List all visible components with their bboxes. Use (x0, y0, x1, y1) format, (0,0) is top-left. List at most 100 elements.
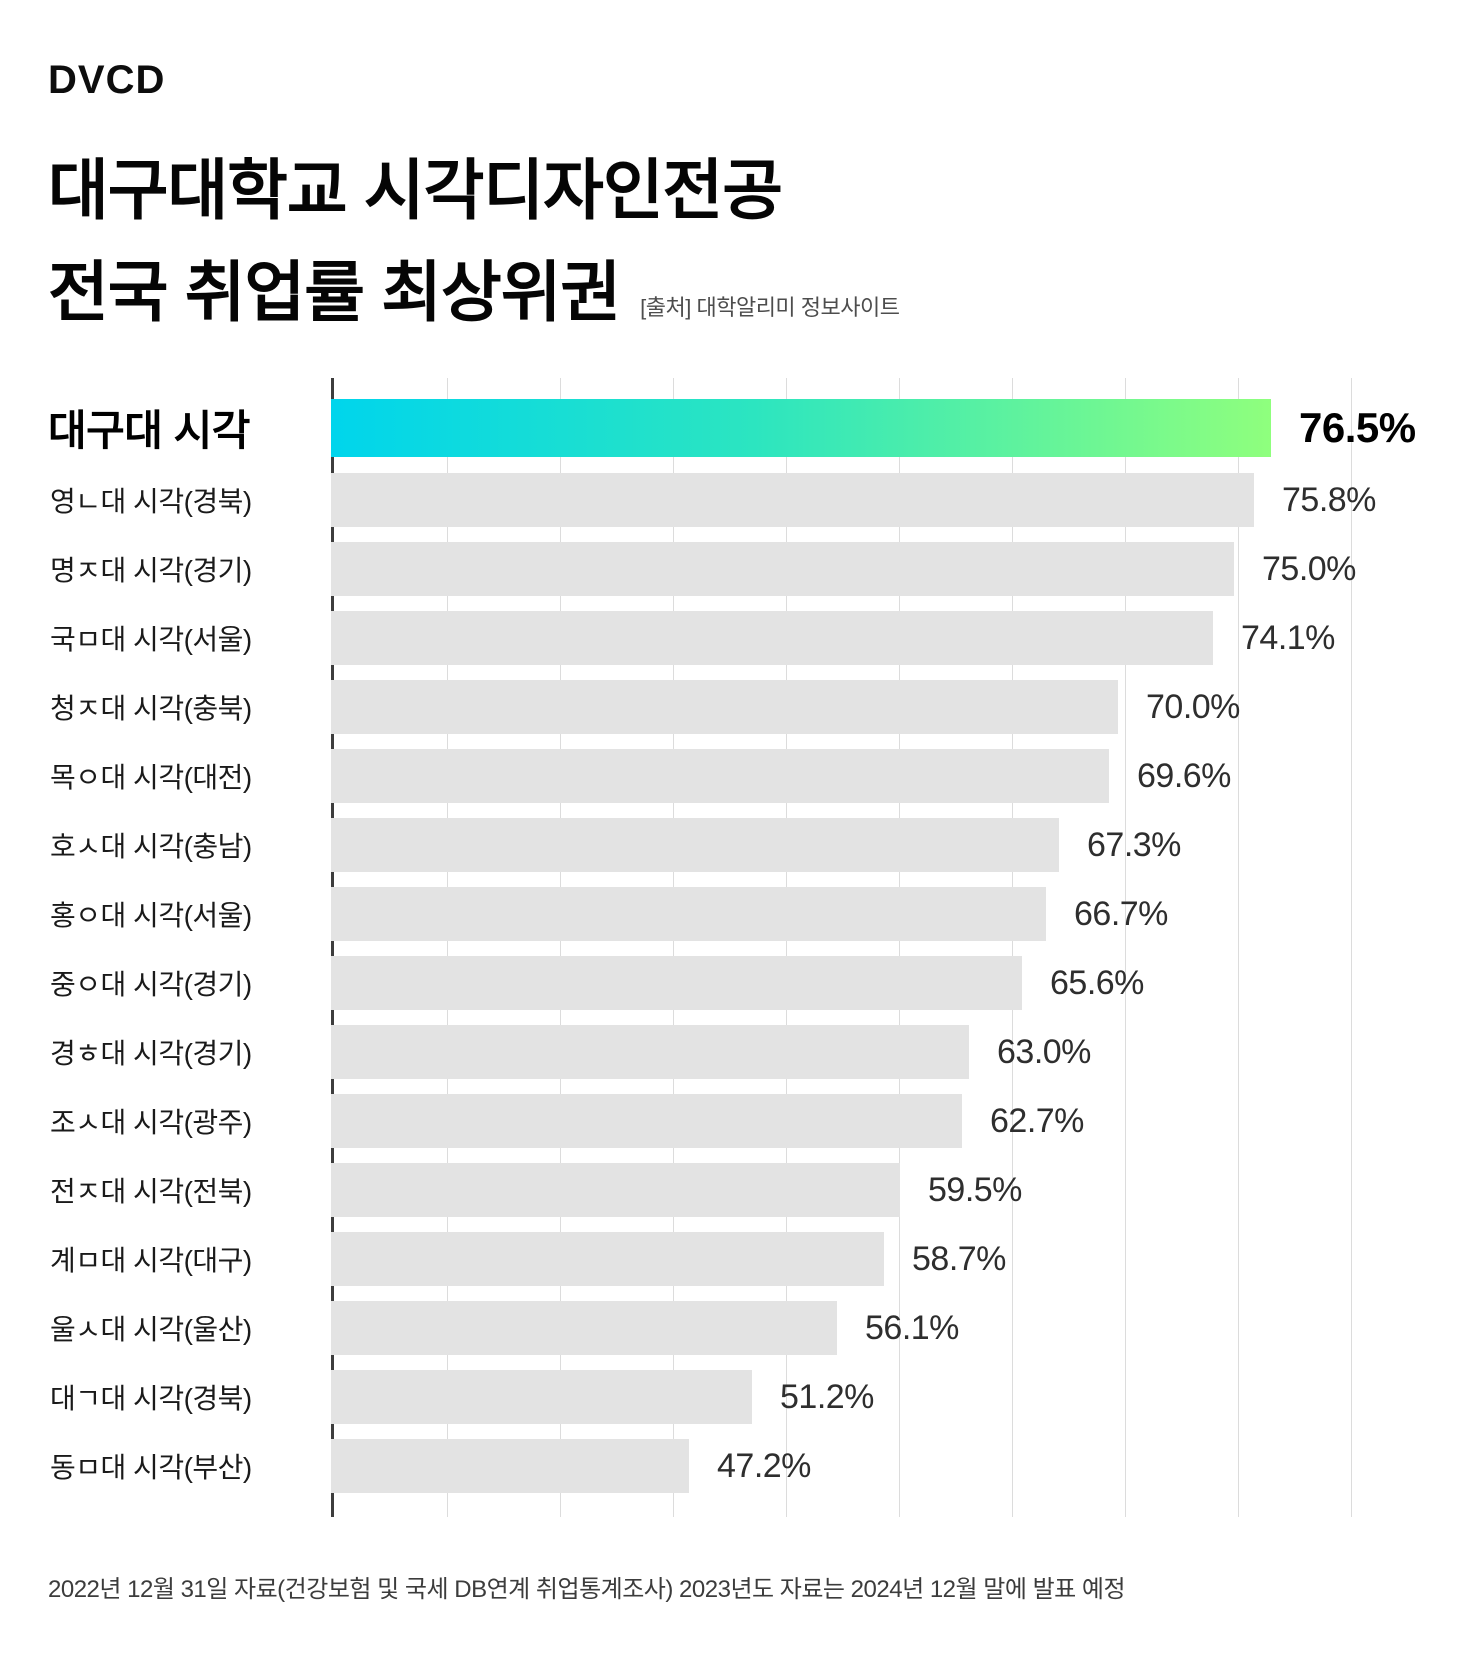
value-label: 56.1% (865, 1308, 959, 1347)
row-label: 계ㅁ대 시각(대구) (50, 1245, 252, 1277)
bar-track: 74.1% (331, 604, 1458, 673)
row-label: 울ㅅ대 시각(울산) (50, 1314, 252, 1346)
value-label: 59.5% (928, 1170, 1022, 1209)
row-label: 홍ㅇ대 시각(서울) (50, 900, 252, 932)
header: DVCD 대구대학교 시각디자인전공 전국 취업률 최상위권 [출처] 대학알리미… (0, 0, 1458, 344)
bar-track: 69.6% (331, 742, 1458, 811)
bar-track: 59.5% (331, 1156, 1458, 1225)
bar-track: 62.7% (331, 1087, 1458, 1156)
highlight-bar (331, 398, 1271, 457)
row-label: 조ㅅ대 시각(광주) (50, 1107, 252, 1139)
bar-row: 중ㅇ대 시각(경기) 65.6% (0, 949, 1458, 1018)
bar-track: 58.7% (331, 1225, 1458, 1294)
bar (331, 956, 1022, 1011)
bar-chart: 대구대 시각 76.5% 영ㄴ대 시각(경북) 75.8% 명ㅈ대 시각(경기) 75.0… (0, 377, 1458, 1517)
gridline (1012, 377, 1013, 1517)
row-label: 국ㅁ대 시각(서울) (50, 624, 252, 656)
bar (331, 887, 1046, 942)
gridline (1238, 377, 1239, 1517)
bar (331, 818, 1059, 873)
value-label: 63.0% (997, 1032, 1091, 1071)
bar-track: 66.7% (331, 880, 1458, 949)
row-label: 전ㅈ대 시각(전북) (50, 1176, 252, 1208)
bar-track: 56.1% (331, 1294, 1458, 1363)
value-label: 65.6% (1050, 963, 1144, 1002)
row-label: 경ㅎ대 시각(경기) (50, 1038, 252, 1070)
bar-row: 영ㄴ대 시각(경북) 75.8% (0, 466, 1458, 535)
gridline (786, 377, 787, 1517)
value-label: 58.7% (912, 1239, 1006, 1278)
bar-row: 경ㅎ대 시각(경기) 63.0% (0, 1018, 1458, 1087)
row-label: 대구대 시각 (48, 407, 250, 455)
bar-track: 47.2% (331, 1432, 1458, 1501)
gridline (1351, 377, 1352, 1517)
bar-track: 51.2% (331, 1363, 1458, 1432)
row-label: 호ㅅ대 시각(충남) (50, 831, 252, 863)
value-label: 47.2% (717, 1446, 811, 1485)
bar (331, 611, 1213, 666)
source-note: [출처] 대학알리미 정보사이트 (640, 295, 900, 321)
bar (331, 1370, 752, 1425)
value-label: 74.1% (1241, 618, 1335, 657)
bar (331, 1439, 689, 1494)
bar-row: 목ㅇ대 시각(대전) 69.6% (0, 742, 1458, 811)
value-label: 62.7% (990, 1101, 1084, 1140)
bar-track: 75.0% (331, 535, 1458, 604)
bar-row: 홍ㅇ대 시각(서울) 66.7% (0, 880, 1458, 949)
bar (331, 473, 1254, 528)
bar-track: 67.3% (331, 811, 1458, 880)
bar-track: 76.5% (331, 390, 1458, 466)
row-label: 영ㄴ대 시각(경북) (50, 486, 252, 518)
row-label: 중ㅇ대 시각(경기) (50, 969, 252, 1001)
bar-row: 전ㅈ대 시각(전북) 59.5% (0, 1156, 1458, 1225)
bar-row: 계ㅁ대 시각(대구) 58.7% (0, 1225, 1458, 1294)
row-label: 목ㅇ대 시각(대전) (50, 762, 252, 794)
title-line-1: 대구대학교 시각디자인전공 (48, 153, 783, 227)
title-line-2: 전국 취업률 최상위권 (48, 255, 621, 330)
bar (331, 542, 1234, 597)
row-label: 명ㅈ대 시각(경기) (50, 555, 252, 587)
bar-rows: 대구대 시각 76.5% 영ㄴ대 시각(경북) 75.8% 명ㅈ대 시각(경기) 75.0… (0, 378, 1458, 1501)
bar (331, 749, 1109, 804)
bar-row: 청ㅈ대 시각(충북) 70.0% (0, 673, 1458, 742)
bar-row: 명ㅈ대 시각(경기) 75.0% (0, 535, 1458, 604)
value-label: 66.7% (1074, 894, 1168, 933)
row-label: 대ㄱ대 시각(경북) (50, 1383, 252, 1415)
y-axis-line (331, 377, 1458, 1517)
bar-row: 국ㅁ대 시각(서울) 74.1% (0, 604, 1458, 673)
bar-row: 대ㄱ대 시각(경북) 51.2% (0, 1363, 1458, 1432)
gridline (560, 377, 561, 1517)
gridline (673, 377, 674, 1517)
bar-row: 동ㅁ대 시각(부산) 47.2% (0, 1432, 1458, 1501)
gridline (1125, 377, 1126, 1517)
bar-row: 조ㅅ대 시각(광주) 62.7% (0, 1087, 1458, 1156)
bar (331, 680, 1118, 735)
value-label: 76.5% (1299, 403, 1416, 451)
bar-track: 65.6% (331, 949, 1458, 1018)
bar-track: 75.8% (331, 466, 1458, 535)
value-label: 69.6% (1137, 756, 1231, 795)
bar (331, 1025, 969, 1080)
bar-row: 호ㅅ대 시각(충남) 67.3% (0, 811, 1458, 880)
value-label: 70.0% (1146, 687, 1240, 726)
bar (331, 1094, 962, 1149)
row-label: 청ㅈ대 시각(충북) (50, 693, 252, 725)
bar-track: 63.0% (331, 1018, 1458, 1087)
value-label: 67.3% (1087, 825, 1181, 864)
value-label: 75.8% (1282, 480, 1376, 519)
brand-logo: DVCD (48, 58, 166, 102)
footer-note: 2022년 12월 31일 자료(건강보험 및 국세 DB연계 취업통계조사) … (48, 1575, 1126, 1603)
bar (331, 1301, 837, 1356)
value-label: 51.2% (780, 1377, 874, 1416)
bar (331, 1163, 900, 1218)
gridline (447, 377, 448, 1517)
gridline (899, 377, 900, 1517)
row-label: 동ㅁ대 시각(부산) (50, 1452, 252, 1484)
value-label: 75.0% (1262, 549, 1356, 588)
page-title: 대구대학교 시각디자인전공 전국 취업률 최상위권 [출처] 대학알리미 정보사이… (48, 139, 1410, 344)
bar (331, 1232, 884, 1287)
bar-row: 대구대 시각 76.5% (0, 390, 1458, 466)
bar-track: 70.0% (331, 673, 1458, 742)
bar-row: 울ㅅ대 시각(울산) 56.1% (0, 1294, 1458, 1363)
